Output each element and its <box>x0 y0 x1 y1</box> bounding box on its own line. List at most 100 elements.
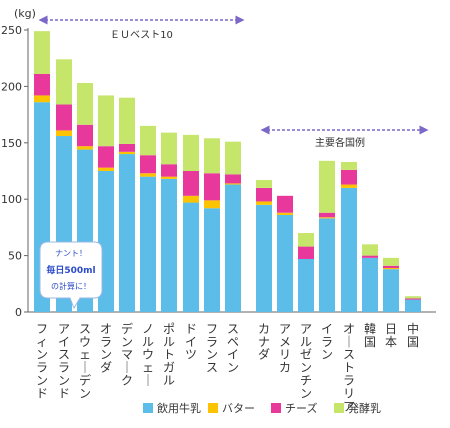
bar-segment <box>319 212 335 218</box>
bar-segment <box>341 169 357 185</box>
bar-segment <box>56 59 72 105</box>
bar-segment <box>204 200 220 209</box>
bar-segment <box>319 217 335 219</box>
legend: 飲用牛乳 バター チーズ 発酵乳 <box>143 401 381 415</box>
legend-label: 発酵乳 <box>348 401 381 415</box>
bar-segment <box>362 257 378 312</box>
bar-segment <box>383 269 399 312</box>
bar-segment <box>119 151 135 155</box>
bar-segment <box>34 31 50 74</box>
bar-segment <box>98 146 114 168</box>
bar-segment <box>140 155 156 174</box>
bar-segment <box>34 95 50 103</box>
bar-segment <box>383 257 399 266</box>
bar-segment <box>362 255 378 258</box>
bar-segment <box>277 195 293 213</box>
bar-segment <box>256 187 272 202</box>
bar-segment <box>298 246 314 259</box>
x-tick-label: オ｜ストラリア <box>343 322 355 414</box>
bubble-line-2: 毎日500ml <box>46 264 95 276</box>
bar-segment <box>341 161 357 170</box>
bar-segment <box>341 187 357 312</box>
bar-segment <box>405 296 421 299</box>
bar-segment <box>119 154 135 312</box>
y-tick-label: 250 <box>1 24 22 37</box>
y-tick-label: 100 <box>1 193 22 206</box>
bar-segment <box>383 268 399 270</box>
x-tick-label: アメリカ <box>279 322 291 375</box>
bar-segment <box>225 141 241 175</box>
bar-segment <box>225 183 241 185</box>
bar-segment <box>183 202 199 312</box>
bar-segment <box>161 178 177 312</box>
bubble-line-3: の計算に！ <box>51 281 91 291</box>
bar-segment <box>140 125 156 156</box>
bar-segment <box>341 184 357 188</box>
bar-segment <box>405 298 421 300</box>
x-tick-label: ポルトガル <box>163 322 175 388</box>
legend-swatch <box>208 403 218 413</box>
bar-segment <box>204 208 220 312</box>
legend-swatch <box>271 403 281 413</box>
y-tick-label: 200 <box>1 80 22 93</box>
bar-segment <box>256 204 272 312</box>
bar-segment <box>204 138 220 174</box>
bubble-line-1: ナント！ <box>55 249 87 258</box>
x-tick-label: 韓国 <box>364 322 376 349</box>
bar-segment <box>256 201 272 205</box>
y-tick-label: 50 <box>8 250 22 263</box>
legend-swatch <box>143 403 153 413</box>
bar-segment <box>256 180 272 188</box>
x-tick-label: アイスランド <box>58 322 70 401</box>
x-tick-label: デンマ｜ク <box>121 321 133 388</box>
legend-label: 飲用牛乳 <box>157 401 201 415</box>
bar-segment <box>161 176 177 179</box>
bar-segment <box>183 134 199 171</box>
x-tick-label: スペイン <box>227 322 239 375</box>
x-tick-label: 日本 <box>385 322 397 349</box>
bar-segment <box>298 233 314 247</box>
bar-segment <box>383 265 399 269</box>
bar-segment <box>277 212 293 215</box>
bars-group <box>34 31 421 312</box>
x-tick-label: アルゼンチン <box>300 322 312 401</box>
x-tick-label: オランダ <box>100 322 112 375</box>
bar-segment <box>362 244 378 256</box>
x-tick-label: 中国 <box>407 321 419 349</box>
bar-segment <box>183 195 199 203</box>
bar-segment <box>319 160 335 213</box>
legend-swatch <box>334 403 344 413</box>
eu-range-label: ＥＵベスト10 <box>110 29 173 41</box>
bar-segment <box>204 173 220 201</box>
bar-segment <box>34 73 50 96</box>
bar-segment <box>183 171 199 196</box>
x-tick-label: イラン <box>321 322 333 362</box>
bar-segment <box>298 258 314 312</box>
bar-segment <box>56 130 72 137</box>
bar-segment <box>98 167 114 171</box>
bar-segment <box>119 143 135 152</box>
speech-bubble: ナント！ 毎日500ml の計算に！ <box>39 241 103 310</box>
bar-segment <box>225 174 241 184</box>
bar-segment <box>77 124 93 147</box>
bar-segment <box>161 164 177 177</box>
bar-segment <box>140 176 156 312</box>
bar-segment <box>225 184 241 312</box>
legend-label: チーズ <box>285 401 317 415</box>
y-axis-unit: (kg) <box>14 7 36 20</box>
bar-segment <box>77 83 93 125</box>
legend-label: バター <box>222 402 255 415</box>
y-axis-ticks: 0 50 100 150 200 250 <box>1 24 28 319</box>
x-tick-label: ドイツ <box>185 322 197 362</box>
x-tick-label: フィンランド <box>36 322 48 401</box>
bar-segment <box>119 97 135 144</box>
bar-segment <box>140 173 156 177</box>
x-tick-label: ノルウェ｜ <box>142 322 154 388</box>
x-tick-label: スウェ｜デン <box>79 322 91 401</box>
bar-segment <box>277 214 293 312</box>
y-tick-label: 0 <box>15 306 22 319</box>
x-tick-label: フランス <box>206 322 218 375</box>
bar-segment <box>56 104 72 131</box>
